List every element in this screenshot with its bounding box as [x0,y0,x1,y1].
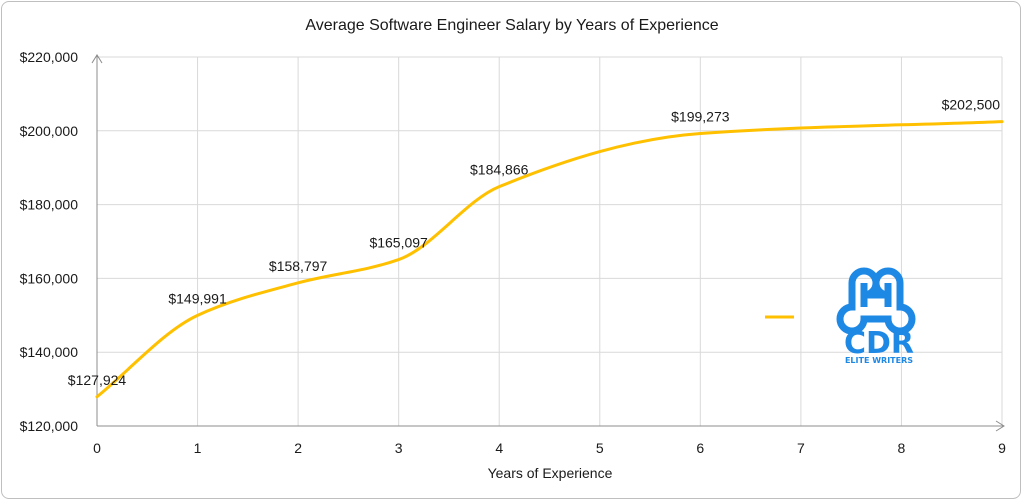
data-point [699,132,701,134]
data-point [1001,121,1003,123]
y-tick-label: $160,000 [20,270,79,286]
x-axis-arrowhead [995,420,1005,432]
x-tick-label: 3 [395,440,403,456]
data-labels: $127,924 $149,991 $158,797 $165,097 $184,866… [68,97,1000,388]
y-tick-label: $200,000 [20,123,79,139]
logo-knot-icon [836,267,916,335]
y-tick-label: $220,000 [20,49,79,65]
x-tick-label: 7 [797,440,805,456]
series-line [95,120,1004,399]
y-tick-label: $180,000 [20,197,79,213]
logo-text: CDR [844,326,914,361]
y-tick-label: $140,000 [20,344,79,360]
data-label: $158,797 [269,258,328,274]
axis-layer [91,54,1005,432]
data-point [398,259,400,261]
x-tick-label: 0 [93,440,101,456]
x-tick-label: 9 [998,440,1006,456]
data-label: $202,500 [942,97,1001,113]
logo-subtext: ELITE WRITERS [845,356,913,365]
series-layer [95,120,1004,399]
data-label: $184,866 [470,162,529,178]
y-axis-arrowhead [91,54,103,64]
data-point [498,186,500,188]
x-axis-title: Years of Experience [488,465,613,481]
data-point [96,396,98,398]
data-label: $127,924 [68,372,127,388]
data-point [197,314,199,316]
chart-title: Average Software Engineer Salary by Year… [305,17,718,34]
x-tick-label: 4 [495,440,503,456]
data-point [297,282,299,284]
data-label: $165,097 [369,235,428,251]
y-tick-label: $120,000 [20,418,79,434]
x-tick-label: 5 [596,440,604,456]
x-tick-label: 1 [194,440,202,456]
grid-layer [97,56,1003,426]
y-tick-labels: $120,000 $140,000 $160,000 $180,000 $200,000… [20,49,79,434]
data-label: $149,991 [168,290,227,306]
cdr-logo: CDR ELITE WRITERS [836,267,916,365]
x-tick-label: 8 [898,440,906,456]
x-tick-label: 2 [294,440,302,456]
x-tick-labels: 0 1 2 3 4 5 6 7 8 9 [93,440,1006,456]
x-tick-label: 6 [696,440,704,456]
data-label: $199,273 [671,108,730,124]
